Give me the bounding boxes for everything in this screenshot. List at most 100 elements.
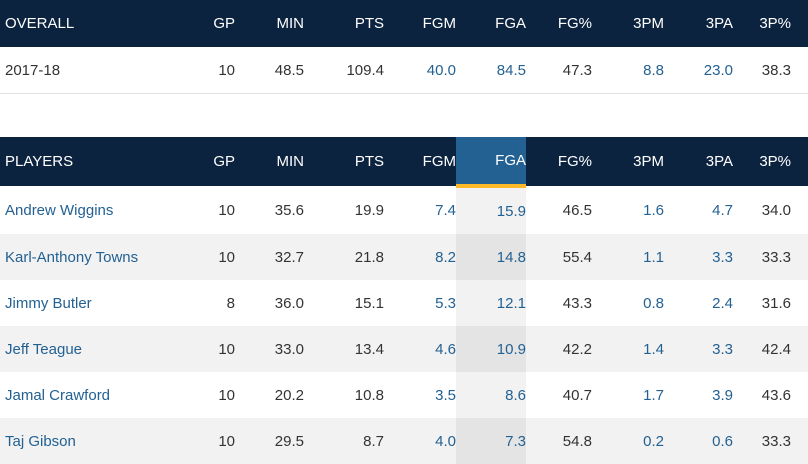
cell-3p-pct: 38.3	[733, 47, 808, 94]
players-header-row: PLAYERS GP MIN PTS FGM FGA FG% 3PM 3PA 3…	[0, 137, 808, 188]
overall-stats-table: OVERALL GP MIN PTS FGM FGA FG% 3PM 3PA 3…	[0, 0, 808, 94]
cell-3pa-link[interactable]: 0.6	[664, 418, 733, 464]
cell-fga-link[interactable]: 12.1	[456, 280, 526, 326]
cell-pts: 8.7	[304, 418, 384, 464]
cell-fg-pct: 47.3	[526, 47, 592, 94]
cell-3pm-link[interactable]: 0.8	[643, 294, 664, 312]
player-row: Jamal Crawford 10 20.2 10.8 3.5 8.6 40.7…	[0, 372, 808, 418]
cell-fgm-link[interactable]: 8.2	[384, 234, 456, 280]
cell-fgm-link[interactable]: 7.4	[435, 201, 456, 219]
cell-fg-pct: 54.8	[526, 418, 592, 464]
cell-gp: 10	[195, 326, 235, 372]
players-stats-table: PLAYERS GP MIN PTS FGM FGA FG% 3PM 3PA 3…	[0, 137, 808, 464]
cell-3pm-link[interactable]: 1.4	[592, 326, 664, 372]
overall-header-row: OVERALL GP MIN PTS FGM FGA FG% 3PM 3PA 3…	[0, 0, 808, 47]
cell-min: 32.7	[235, 234, 304, 280]
cell-fg-pct: 42.2	[526, 326, 592, 372]
cell-fgm-link[interactable]: 4.6	[384, 326, 456, 372]
player-row: Andrew Wiggins 10 35.6 19.9 7.4 15.9 46.…	[0, 186, 808, 234]
cell-min: 48.5	[235, 47, 304, 94]
cell-fga-link[interactable]: 10.9	[456, 326, 526, 372]
cell-fga-link[interactable]: 7.3	[456, 418, 526, 464]
cell-gp: 10	[218, 201, 235, 219]
header-fg-pct[interactable]: FG%	[526, 137, 592, 186]
header-players[interactable]: PLAYERS	[0, 137, 195, 186]
cell-pts: 109.4	[304, 47, 384, 94]
player-name-link[interactable]: Taj Gibson	[0, 418, 195, 464]
player-name-link[interactable]: Andrew Wiggins	[5, 201, 114, 219]
header-3p-pct[interactable]: 3P%	[733, 137, 808, 186]
header-3pa[interactable]: 3PA	[664, 137, 733, 186]
header-3pa[interactable]: 3PA	[664, 0, 733, 47]
header-3pm[interactable]: 3PM	[592, 0, 664, 47]
cell-3pa-link[interactable]: 3.3	[664, 234, 733, 280]
cell-fga-link[interactable]: 14.8	[456, 234, 526, 280]
cell-3pm-link[interactable]: 0.2	[592, 418, 664, 464]
cell-gp: 10	[195, 47, 235, 94]
cell-3p-pct: 43.6	[761, 386, 791, 404]
header-3p-pct[interactable]: 3P%	[733, 0, 808, 47]
cell-fg-pct: 46.5	[562, 201, 592, 219]
player-row: Jeff Teague 10 33.0 13.4 4.6 10.9 42.2 1…	[0, 326, 808, 372]
header-fga-sorted[interactable]: FGA	[456, 137, 526, 188]
player-row: Taj Gibson 10 29.5 8.7 4.0 7.3 54.8 0.2 …	[0, 418, 808, 464]
cell-3p-pct: 34.0	[761, 201, 791, 219]
cell-min: 29.5	[235, 418, 304, 464]
cell-pts: 10.8	[354, 386, 384, 404]
season-label: 2017-18	[0, 47, 195, 94]
cell-gp: 10	[218, 386, 235, 404]
cell-fgm-link[interactable]: 40.0	[384, 47, 456, 94]
cell-fg-pct: 55.4	[526, 234, 592, 280]
header-pts[interactable]: PTS	[304, 0, 384, 47]
player-row: Jimmy Butler 8 36.0 15.1 5.3 12.1 43.3 0…	[0, 280, 808, 326]
header-gp[interactable]: GP	[195, 0, 235, 47]
player-name-link[interactable]: Jeff Teague	[0, 326, 195, 372]
cell-min: 33.0	[235, 326, 304, 372]
header-min[interactable]: MIN	[235, 0, 304, 47]
cell-fg-pct: 43.3	[562, 294, 592, 312]
header-fga[interactable]: FGA	[456, 0, 526, 47]
cell-pts: 19.9	[354, 201, 384, 219]
cell-3pa-link[interactable]: 3.3	[664, 326, 733, 372]
header-fgm[interactable]: FGM	[384, 137, 456, 186]
cell-3p-pct: 31.6	[761, 294, 791, 312]
header-min[interactable]: MIN	[235, 137, 304, 186]
cell-fga-link[interactable]: 8.6	[456, 372, 526, 418]
cell-fgm-link[interactable]: 5.3	[435, 294, 456, 312]
cell-3pm-link[interactable]: 8.8	[592, 47, 664, 94]
player-row: Karl-Anthony Towns 10 32.7 21.8 8.2 14.8…	[0, 234, 808, 280]
cell-gp: 10	[195, 418, 235, 464]
header-fgm[interactable]: FGM	[384, 0, 456, 47]
cell-3p-pct: 33.3	[733, 418, 808, 464]
cell-min: 35.6	[274, 201, 304, 219]
cell-3p-pct: 33.3	[733, 234, 808, 280]
header-3pm[interactable]: 3PM	[592, 137, 664, 186]
cell-pts: 21.8	[304, 234, 384, 280]
cell-gp: 10	[195, 234, 235, 280]
cell-min: 36.0	[274, 294, 304, 312]
overall-season-row: 2017-18 10 48.5 109.4 40.0 84.5 47.3 8.8…	[0, 47, 808, 94]
cell-3pa-link[interactable]: 3.9	[712, 386, 733, 404]
header-gp[interactable]: GP	[195, 137, 235, 186]
cell-3pm-link[interactable]: 1.1	[592, 234, 664, 280]
header-overall[interactable]: OVERALL	[0, 0, 195, 47]
cell-3p-pct: 42.4	[733, 326, 808, 372]
cell-fgm-link[interactable]: 3.5	[435, 386, 456, 404]
cell-fg-pct: 40.7	[562, 386, 592, 404]
player-name-link[interactable]: Jimmy Butler	[5, 294, 92, 312]
cell-3pa-link[interactable]: 2.4	[712, 294, 733, 312]
cell-fga-link[interactable]: 84.5	[456, 47, 526, 94]
cell-fga-link[interactable]: 15.9	[456, 186, 526, 234]
header-fg-pct[interactable]: FG%	[526, 0, 592, 47]
cell-gp: 8	[226, 294, 235, 312]
header-pts[interactable]: PTS	[304, 137, 384, 186]
cell-fgm-link[interactable]: 4.0	[384, 418, 456, 464]
player-name-link[interactable]: Karl-Anthony Towns	[0, 234, 195, 280]
player-name-link[interactable]: Jamal Crawford	[5, 386, 111, 404]
cell-pts: 13.4	[304, 326, 384, 372]
cell-min: 20.2	[274, 386, 304, 404]
cell-3pa-link[interactable]: 23.0	[664, 47, 733, 94]
cell-3pm-link[interactable]: 1.7	[643, 386, 664, 404]
cell-3pa-link[interactable]: 4.7	[712, 201, 733, 219]
cell-3pm-link[interactable]: 1.6	[643, 201, 664, 219]
